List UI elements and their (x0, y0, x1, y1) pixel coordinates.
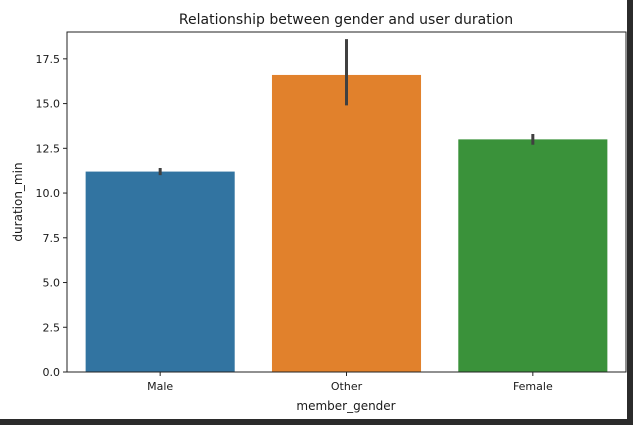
bar-other (271, 74, 422, 373)
y-tick-label: 10.0 (36, 187, 61, 200)
y-tick-label: 17.5 (36, 53, 61, 66)
y-tick-label: 2.5 (43, 321, 61, 334)
y-tick-label: 7.5 (43, 232, 61, 245)
x-axis-label: member_gender (296, 399, 395, 413)
y-tick-label: 0.0 (43, 366, 61, 379)
bar-female (458, 139, 608, 372)
x-tick-label: Other (331, 380, 363, 393)
y-tick-label: 5.0 (43, 277, 61, 290)
x-tick-label: Male (147, 380, 173, 393)
bar-chart: Relationship between gender and user dur… (11, 12, 627, 413)
bar-male (85, 171, 235, 372)
x-tick-label: Female (513, 380, 553, 393)
y-axis-label: duration_min (11, 162, 25, 241)
y-tick-label: 12.5 (36, 142, 61, 155)
y-tick-label: 15.0 (36, 98, 61, 111)
chart-title: Relationship between gender and user dur… (179, 12, 513, 28)
